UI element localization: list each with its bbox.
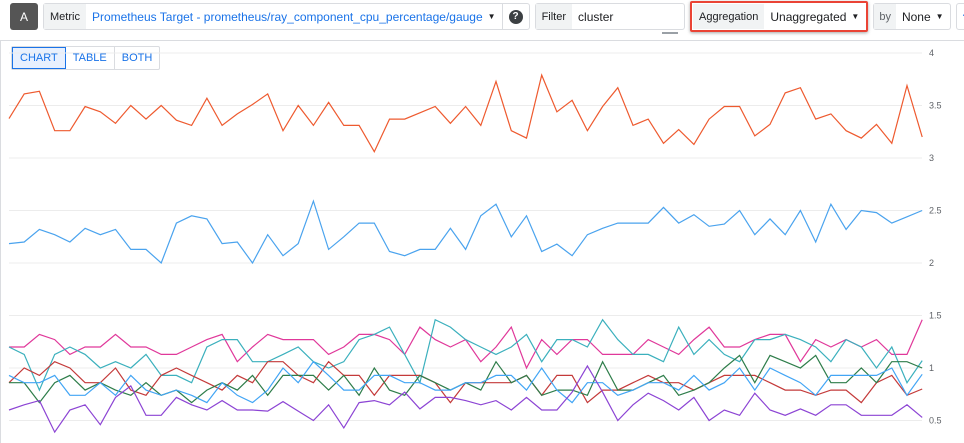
- metric-selector[interactable]: Metric Prometheus Target - prometheus/ra…: [43, 3, 530, 30]
- y-tick-label: 3: [929, 153, 934, 163]
- group-by-value[interactable]: None ▼: [896, 4, 950, 29]
- aggregation-label: Aggregation: [693, 4, 765, 29]
- highlight-box: Aggregation Unaggregated ▼: [690, 1, 869, 32]
- aggregation-selector[interactable]: Aggregation Unaggregated ▼: [693, 4, 866, 29]
- aggregation-value[interactable]: Unaggregated ▼: [764, 4, 865, 29]
- group-by-selector[interactable]: by None ▼: [873, 3, 951, 30]
- add-button[interactable]: +: [955, 3, 964, 30]
- chart-card: [0, 40, 964, 443]
- y-tick-label: 1.5: [929, 311, 942, 321]
- metric-label: Metric: [44, 4, 86, 29]
- question-circle-icon: ?: [508, 9, 523, 24]
- series-line-0[interactable]: [8, 73, 923, 153]
- group-by-label: by: [874, 4, 896, 29]
- series-line-7[interactable]: [8, 364, 923, 434]
- metric-value[interactable]: Prometheus Target - prometheus/ray_compo…: [86, 4, 502, 29]
- aggregation-value-text: Unaggregated: [770, 9, 847, 24]
- y-tick-label: 1: [929, 363, 934, 373]
- y-tick-label: 3.5: [929, 101, 942, 111]
- y-tick-label: 2: [929, 258, 934, 268]
- tab-both[interactable]: BOTH: [121, 52, 153, 64]
- series-line-2[interactable]: [9, 319, 923, 370]
- y-tick-label: 2.5: [929, 206, 942, 216]
- resize-handle[interactable]: [662, 32, 679, 34]
- group-by-value-text: None: [901, 9, 931, 24]
- chevron-down-icon: ▼: [487, 12, 496, 21]
- series-line-3[interactable]: [8, 318, 923, 392]
- tab-table[interactable]: TABLE: [66, 47, 115, 69]
- query-toolbar: A Metric Prometheus Target - prometheus/…: [10, 1, 964, 34]
- filter-field[interactable]: Filter cluster: [534, 3, 686, 34]
- filter-input[interactable]: cluster: [578, 9, 614, 24]
- filter-label: Filter: [535, 4, 573, 29]
- series-line-1[interactable]: [8, 199, 923, 265]
- query-badge[interactable]: A: [10, 3, 38, 30]
- chevron-down-icon: ▼: [935, 12, 944, 21]
- series-line-6[interactable]: [8, 360, 923, 404]
- y-tick-label: 4: [929, 48, 934, 58]
- metric-value-text: Prometheus Target - prometheus/ray_compo…: [91, 9, 483, 24]
- help-button[interactable]: ?: [501, 4, 529, 29]
- chevron-down-icon: ▼: [851, 12, 860, 21]
- y-tick-label: 0.5: [929, 416, 942, 426]
